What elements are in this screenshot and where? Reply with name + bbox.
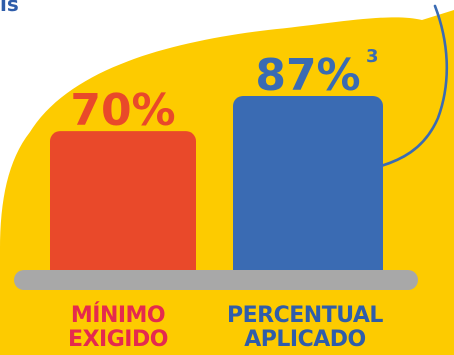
bar-percentual-aplicado — [233, 96, 383, 280]
bar-minimo-exigido — [50, 131, 196, 280]
category-label-line: PERCENTUAL — [227, 303, 383, 328]
value-label-70: 70% — [70, 85, 175, 136]
category-label-line: APLICADO — [244, 327, 366, 352]
value-labels-layer: 70% 87% 3 — [70, 46, 378, 136]
accent-curve — [364, 4, 449, 172]
category-label-line: MÍNIMO — [70, 303, 166, 328]
cropped-heading-fragment: ıs — [0, 0, 19, 16]
category-label-percentual-aplicado: PERCENTUAL APLICADO — [205, 304, 405, 352]
bars-layer — [50, 96, 383, 280]
chart-baseline — [14, 270, 418, 290]
category-label-minimo-exigido: MÍNIMO EXIGIDO — [38, 304, 198, 352]
footnote-superscript: 3 — [366, 46, 379, 67]
value-label-87: 87% — [255, 50, 360, 101]
category-label-line: EXIGIDO — [68, 327, 168, 352]
